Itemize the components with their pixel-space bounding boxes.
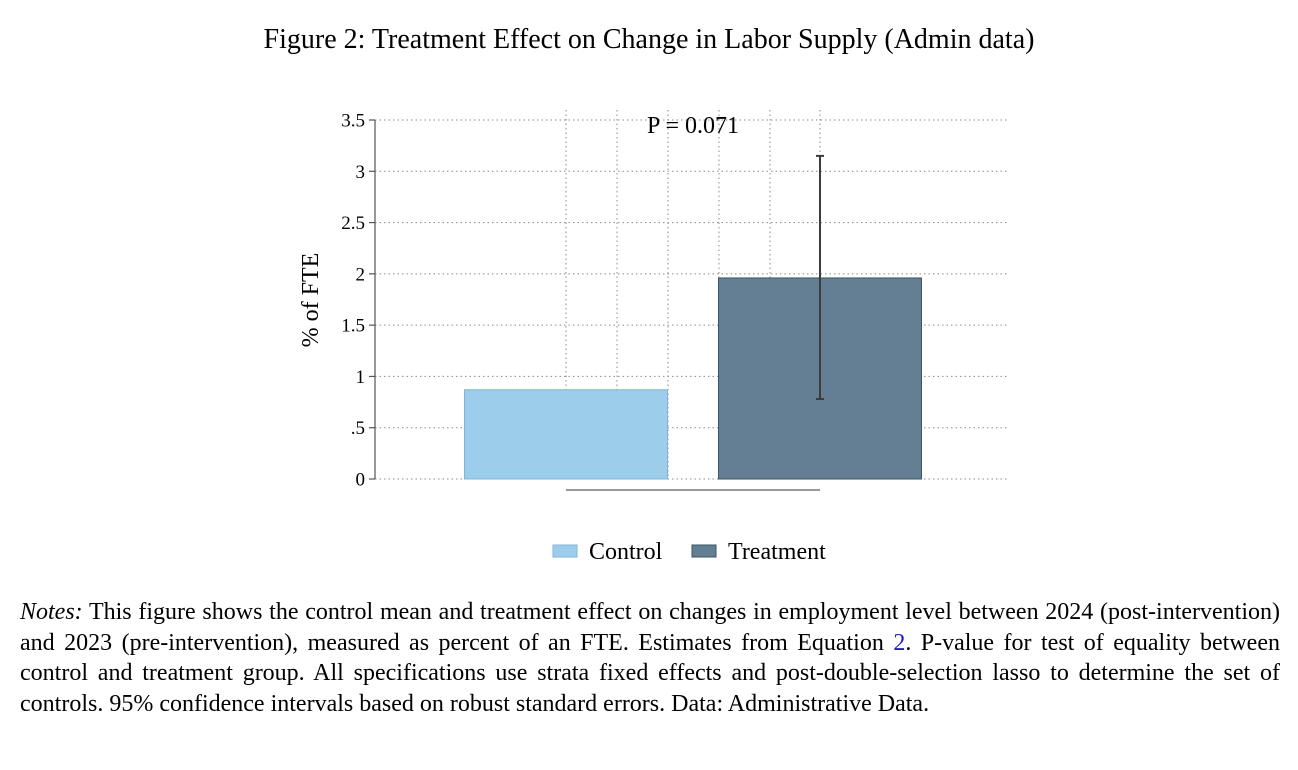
figure-title: Figure 2: Treatment Effect on Change in … — [263, 24, 1035, 55]
y-tick-label: 2 — [356, 264, 366, 285]
legend-swatch-treatment — [691, 544, 717, 558]
y-tick-label: .5 — [351, 418, 365, 439]
figure-notes: Notes: This figure shows the control mea… — [20, 597, 1280, 719]
equation-reference-link[interactable]: 2 — [893, 629, 906, 656]
y-axis-label: % of FTE — [298, 253, 324, 348]
bar-chart: 0 .5 1 1.5 2 2.5 3 3.5 P = 0.071 % of FTE Contr… — [298, 110, 1007, 565]
y-tick-label: 3 — [356, 162, 366, 183]
legend: Control Treatment — [552, 539, 826, 565]
p-value-annotation: P = 0.071 — [647, 113, 739, 139]
y-tick-label: 1 — [356, 367, 366, 388]
bars — [464, 277, 922, 480]
bar-control — [464, 389, 668, 480]
y-tick-label: 2.5 — [341, 213, 365, 234]
legend-label-treatment: Treatment — [728, 539, 826, 565]
y-tick-label: 1.5 — [341, 316, 365, 337]
y-tick-label: 3.5 — [341, 111, 365, 132]
notes-text-1: This figure shows the control mean and t… — [20, 599, 1280, 656]
legend-label-control: Control — [589, 539, 663, 565]
notes-text-2: . P-value for test of equality between c… — [20, 629, 1280, 717]
y-tick-label: 0 — [356, 470, 366, 491]
error-bars — [816, 154, 824, 400]
notes-label: Notes: — [20, 599, 83, 625]
legend-swatch-control — [552, 544, 578, 558]
y-axis: 0 .5 1 1.5 2 2.5 3 3.5 — [341, 111, 376, 491]
